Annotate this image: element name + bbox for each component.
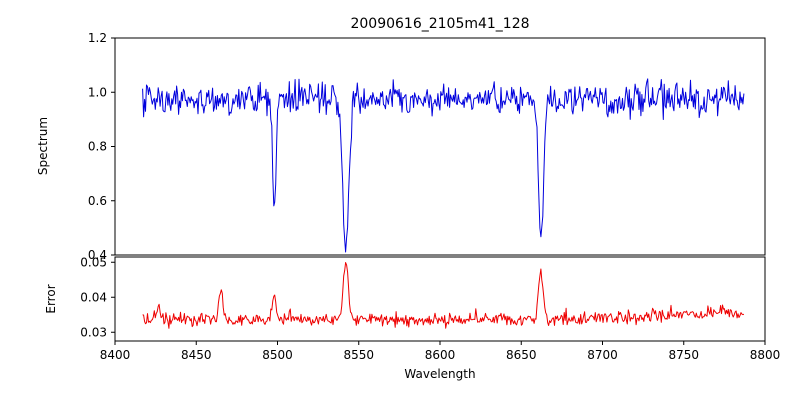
x-tick-label: 8800: [750, 348, 781, 362]
error-y-tick-label: 0.05: [80, 255, 107, 269]
x-tick-label: 8600: [425, 348, 456, 362]
error-y-tick-label: 0.04: [80, 290, 107, 304]
error-y-tick-label: 0.03: [80, 325, 107, 339]
x-tick-label: 8750: [668, 348, 699, 362]
x-tick-label: 8500: [262, 348, 293, 362]
error-line: [142, 262, 745, 329]
spectrum-y-tick-label: 1.0: [88, 85, 107, 99]
x-tick-label: 8700: [587, 348, 618, 362]
spectrum-line: [142, 78, 745, 253]
spectrum-axes-frame: [114, 37, 766, 256]
x-tick-label: 8650: [506, 348, 537, 362]
x-tick-label: 8400: [100, 348, 131, 362]
spectrum-y-tick-label: 0.8: [88, 140, 107, 154]
x-tick-label: 8550: [343, 348, 374, 362]
error-axes-frame: [114, 256, 766, 342]
error-y-axis-label: Error: [44, 284, 58, 313]
tick-marks-group: 8400 8450 8500 8550 8600 8650 8700 8750 88000.40…: [80, 31, 780, 362]
x-tick-label: 8450: [181, 348, 212, 362]
spectrum-y-tick-label: 0.6: [88, 194, 107, 208]
x-axis-label: Wavelength: [404, 367, 475, 381]
spectrum-y-tick-label: 0.4: [88, 248, 107, 262]
chart-title: 20090616_2105m41_128: [350, 16, 529, 32]
spectrum-y-tick-label: 1.2: [88, 31, 107, 45]
spectrum-y-axis-label: Spectrum: [36, 117, 50, 175]
